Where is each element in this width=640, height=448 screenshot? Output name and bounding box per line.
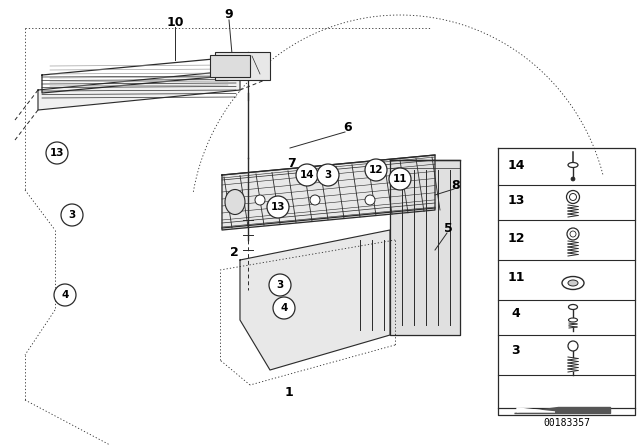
Text: 11: 11 — [393, 174, 407, 184]
Polygon shape — [222, 155, 435, 230]
Text: 9: 9 — [225, 8, 234, 21]
Text: 13: 13 — [50, 148, 64, 158]
Circle shape — [365, 159, 387, 181]
Bar — [210, 55, 250, 77]
Text: 13: 13 — [508, 194, 525, 207]
Polygon shape — [517, 408, 555, 412]
Text: 14: 14 — [300, 170, 314, 180]
Bar — [215, 52, 270, 80]
Ellipse shape — [568, 305, 577, 310]
Circle shape — [365, 195, 375, 205]
Text: 10: 10 — [166, 16, 184, 29]
Polygon shape — [514, 407, 610, 413]
Circle shape — [571, 177, 575, 181]
Polygon shape — [240, 230, 390, 370]
Text: 4: 4 — [280, 303, 288, 313]
Ellipse shape — [568, 318, 577, 322]
Circle shape — [269, 274, 291, 296]
Circle shape — [310, 195, 320, 205]
Ellipse shape — [568, 163, 578, 168]
Polygon shape — [38, 70, 240, 110]
Text: 1: 1 — [285, 385, 293, 399]
Text: 8: 8 — [452, 178, 460, 191]
Polygon shape — [390, 160, 460, 335]
Text: 13: 13 — [271, 202, 285, 212]
Circle shape — [317, 164, 339, 186]
Text: 2: 2 — [230, 246, 238, 258]
Text: 4: 4 — [61, 290, 68, 300]
Text: 11: 11 — [508, 271, 525, 284]
Ellipse shape — [562, 276, 584, 289]
Circle shape — [267, 196, 289, 218]
Text: 6: 6 — [344, 121, 352, 134]
Text: 12: 12 — [508, 232, 525, 245]
Ellipse shape — [568, 280, 578, 286]
Circle shape — [296, 164, 318, 186]
Circle shape — [255, 195, 265, 205]
Circle shape — [273, 297, 295, 319]
Text: 7: 7 — [287, 156, 296, 169]
Text: 3: 3 — [512, 344, 520, 357]
Circle shape — [54, 284, 76, 306]
Text: 5: 5 — [444, 221, 452, 234]
Circle shape — [46, 142, 68, 164]
Text: 3: 3 — [324, 170, 332, 180]
Ellipse shape — [225, 190, 245, 215]
Text: 3: 3 — [276, 280, 284, 290]
Circle shape — [566, 190, 579, 203]
Circle shape — [61, 204, 83, 226]
Circle shape — [389, 168, 411, 190]
Text: 14: 14 — [508, 159, 525, 172]
Circle shape — [567, 228, 579, 240]
Text: 00183357: 00183357 — [543, 418, 590, 428]
Text: 12: 12 — [369, 165, 383, 175]
Text: 3: 3 — [68, 210, 76, 220]
Text: 4: 4 — [511, 306, 520, 319]
Circle shape — [568, 341, 578, 351]
